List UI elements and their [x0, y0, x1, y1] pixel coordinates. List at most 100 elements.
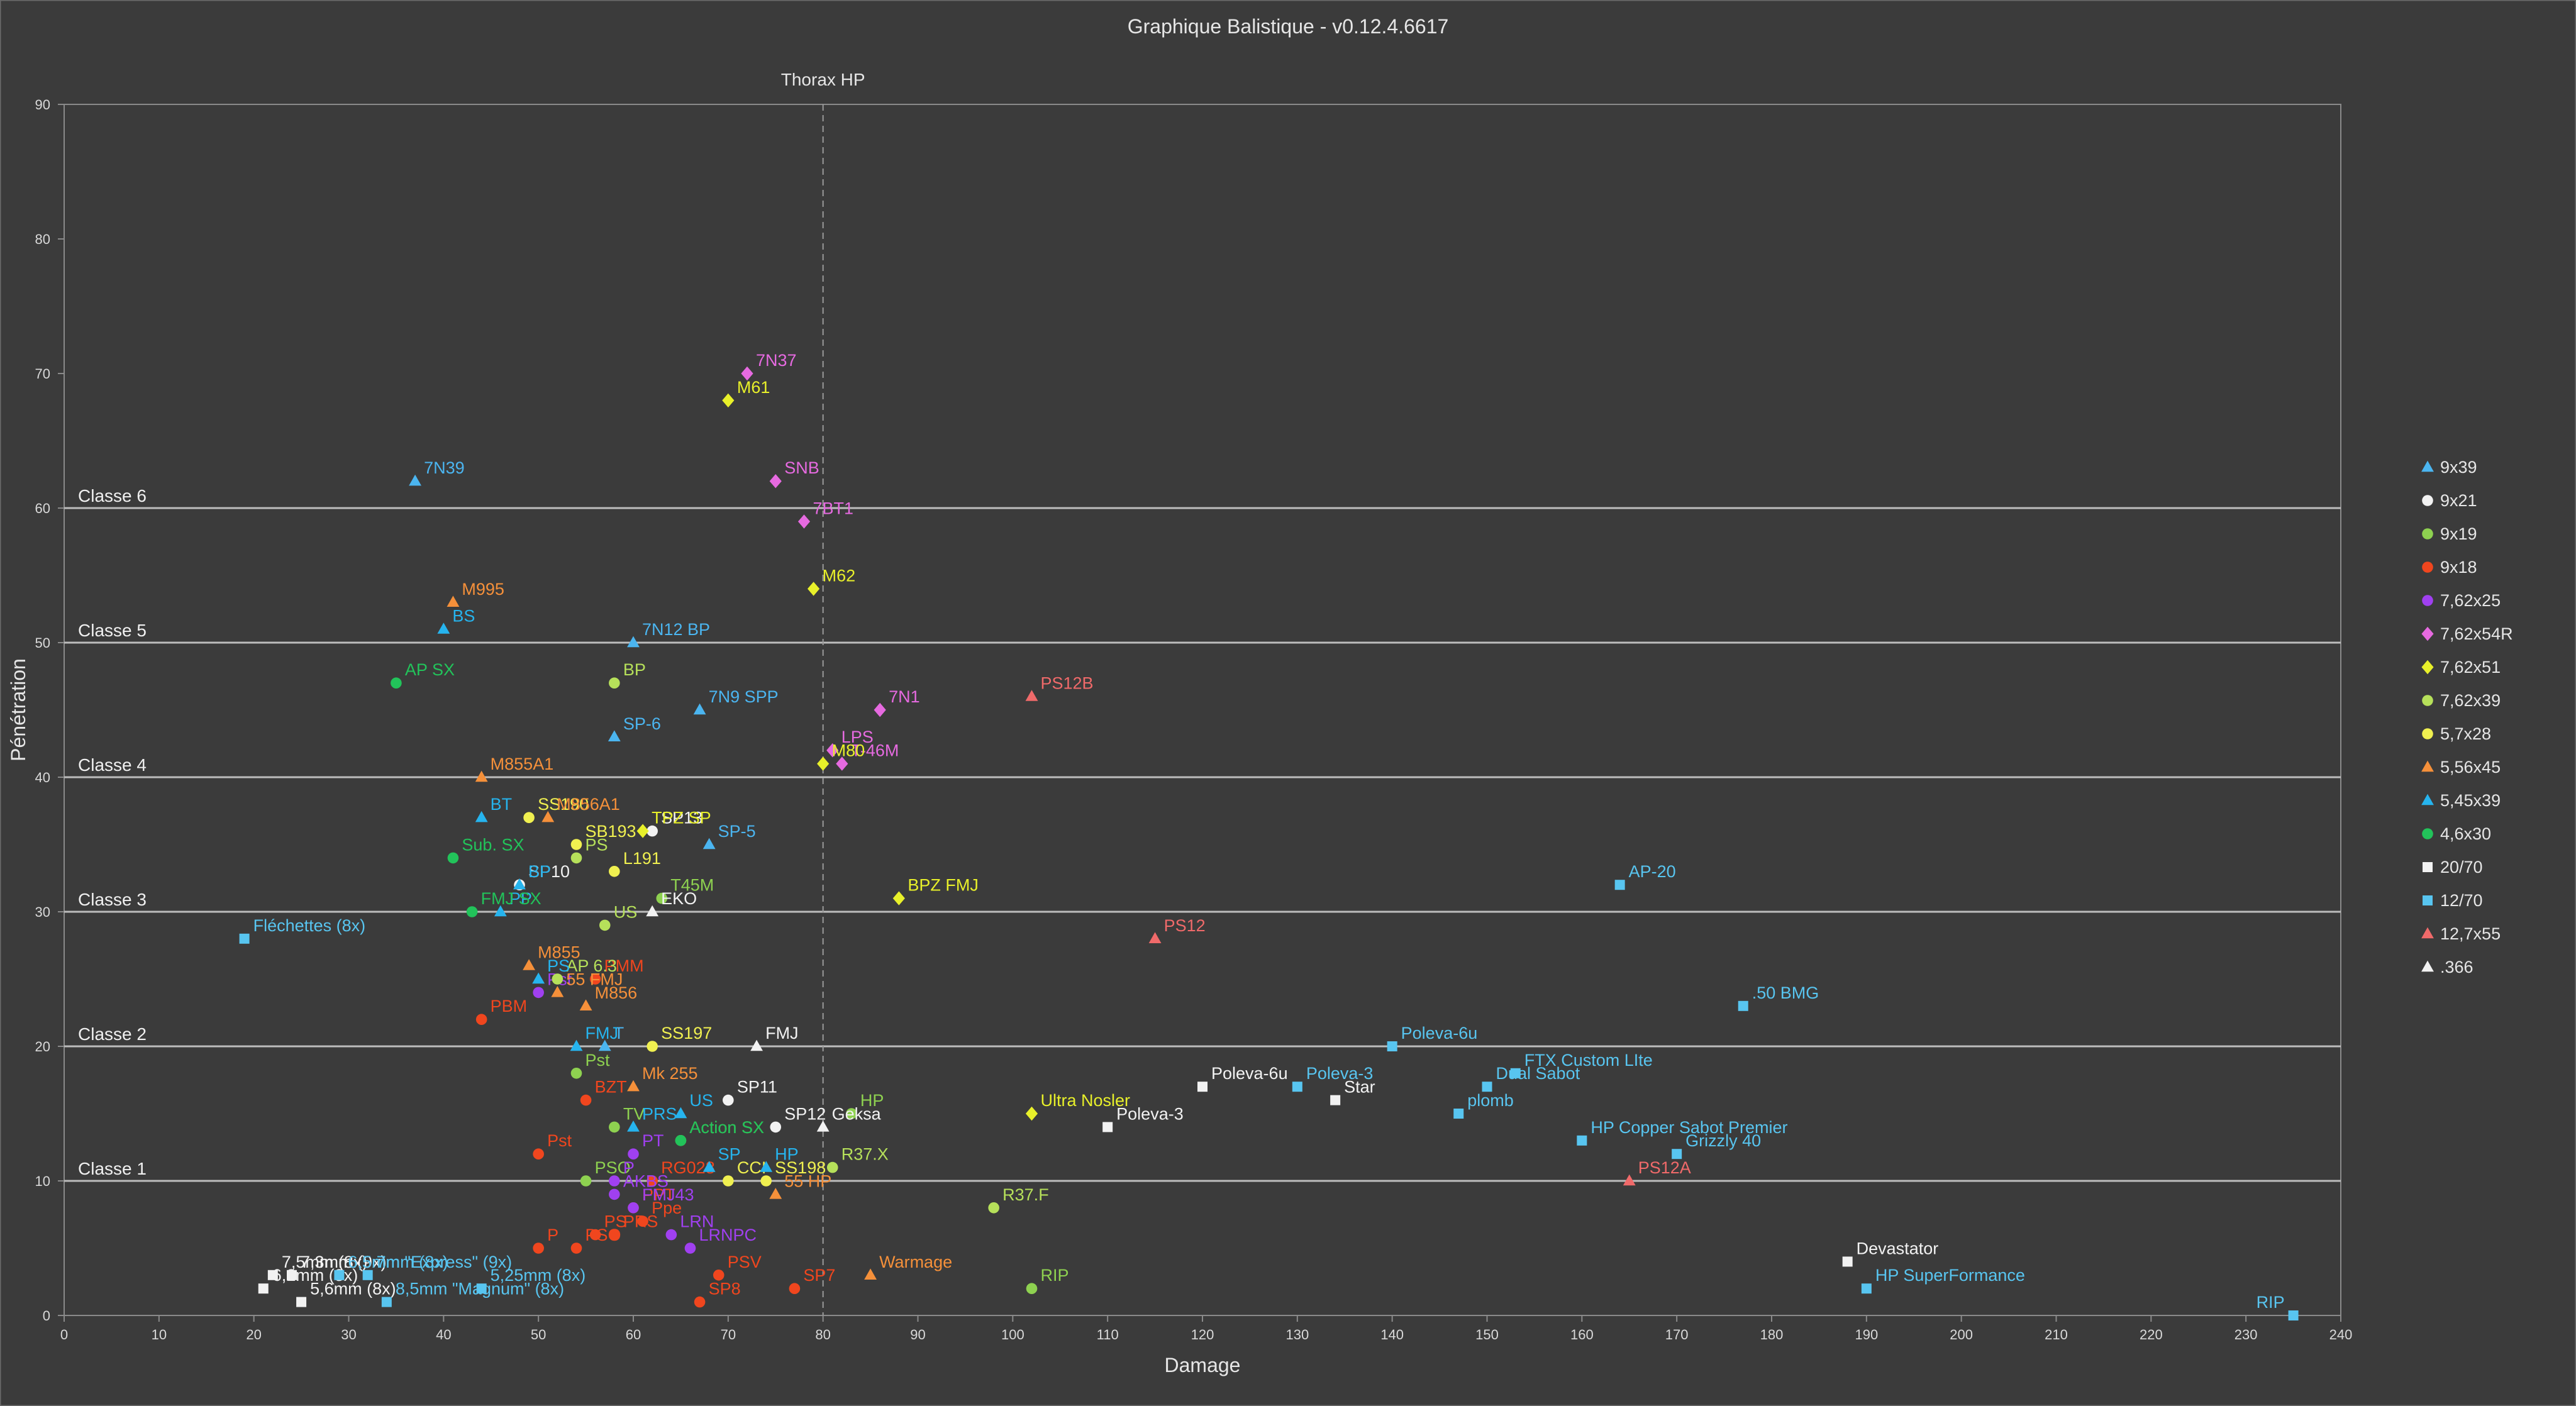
data-label: 5,25mm (8x)	[491, 1266, 586, 1285]
data-point	[628, 1202, 639, 1214]
legend-marker	[2421, 626, 2434, 641]
data-label: PS	[547, 956, 570, 975]
data-point	[570, 852, 582, 864]
data-point	[646, 905, 659, 917]
legend-marker	[2421, 794, 2434, 805]
data-point	[570, 1243, 582, 1254]
x-tick-label: 50	[531, 1327, 546, 1342]
data-label: 55 FMJ	[566, 970, 623, 988]
data-label: FMJ SX	[481, 889, 541, 908]
y-tick-label: 80	[35, 231, 50, 247]
data-label: 7N12 BP	[642, 620, 710, 639]
data-point	[760, 1161, 773, 1172]
data-point	[864, 1268, 877, 1280]
x-axis-ticks: 0 10 20 30 40 50 60 70 80 90 100 110 120 130 140 150 160…	[60, 1315, 2352, 1342]
data-label: EKO	[661, 889, 697, 908]
data-point	[570, 1068, 582, 1079]
data-label: FMJ	[765, 1024, 798, 1043]
data-point	[1292, 1082, 1302, 1092]
data-point	[722, 393, 735, 407]
data-label: LRNPC	[699, 1226, 757, 1244]
data-point	[769, 474, 782, 489]
class-label: Classe 6	[78, 486, 147, 506]
data-label: Poleva-3	[1306, 1064, 1374, 1083]
data-point	[466, 906, 478, 917]
legend-marker	[2421, 660, 2434, 675]
data-label: SP-6	[623, 714, 661, 733]
x-tick-label: 0	[60, 1327, 68, 1342]
data-point	[684, 1243, 696, 1254]
x-tick-label: 70	[721, 1327, 736, 1342]
data-point	[636, 824, 649, 838]
data-label: SP12	[784, 1104, 826, 1123]
legend-label: .366	[2440, 958, 2473, 977]
x-tick-label: 180	[1760, 1327, 1784, 1342]
data-point	[1738, 1000, 1748, 1011]
data-label: Ppe	[652, 1198, 682, 1217]
data-label: M855	[538, 943, 580, 962]
class-label: Classe 3	[78, 890, 147, 909]
data-point	[1026, 1283, 1038, 1294]
data-label: PP	[509, 889, 532, 908]
data-point	[609, 1175, 620, 1187]
data-label: PS	[586, 835, 608, 854]
data-label: plomb	[1467, 1091, 1514, 1110]
data-point	[1577, 1135, 1587, 1146]
y-tick-label: 50	[35, 635, 50, 651]
data-label: 7mm (8x)	[377, 1253, 448, 1271]
data-label: BP	[623, 660, 646, 679]
legend-label: 12,7x55	[2440, 924, 2501, 943]
data-label: FMJ43	[642, 1185, 694, 1204]
data-label: FMJ	[586, 1024, 618, 1043]
x-axis-label: Damage	[1165, 1354, 1241, 1376]
data-point	[1453, 1109, 1464, 1119]
data-label: PS12	[1164, 916, 1206, 935]
class-label: Classe 4	[78, 755, 147, 775]
data-point	[760, 1175, 772, 1187]
data-point	[2288, 1310, 2299, 1320]
data-label: Star	[1344, 1078, 1375, 1097]
data-point	[409, 474, 422, 486]
data-label: HP	[860, 1091, 884, 1110]
x-tick-label: 150	[1475, 1327, 1499, 1342]
data-point	[609, 1229, 620, 1241]
class-label: Classe 5	[78, 621, 147, 640]
y-tick-label: 70	[35, 366, 50, 382]
data-point	[627, 1080, 640, 1092]
data-label: SP11	[737, 1078, 777, 1097]
data-point	[656, 892, 668, 904]
data-label: 7BT1	[813, 499, 854, 518]
data-point	[826, 743, 839, 758]
data-label: LRN	[680, 1212, 714, 1231]
data-label: BZT	[595, 1078, 627, 1097]
data-label: SP10	[528, 862, 570, 881]
data-point	[570, 839, 582, 850]
data-point	[702, 838, 716, 850]
data-label: P	[547, 1226, 558, 1244]
x-tick-label: 170	[1665, 1327, 1689, 1342]
data-point	[552, 973, 564, 985]
x-tick-label: 220	[2140, 1327, 2163, 1342]
x-tick-label: 130	[1285, 1327, 1309, 1342]
data-label: 7N39	[424, 458, 465, 477]
data-label: Action SX	[689, 1118, 764, 1137]
class-lines: Classe 1 Classe 2 Classe 3 Classe 4 Classe 5…	[64, 486, 2341, 1182]
data-point	[609, 1121, 620, 1133]
legend-label: 4,6x30	[2440, 824, 2491, 843]
legend-marker	[2422, 528, 2433, 540]
legend-marker	[2422, 828, 2433, 839]
data-point	[627, 1121, 640, 1132]
data-point	[628, 1148, 639, 1160]
data-point	[647, 1175, 658, 1187]
data-label: T	[614, 1024, 625, 1043]
data-label: M62	[823, 566, 856, 585]
data-point	[817, 756, 830, 771]
data-point	[447, 595, 460, 607]
data-point	[523, 812, 535, 823]
data-point	[580, 1175, 592, 1187]
legend-label: 5,45x39	[2440, 791, 2501, 810]
data-label: M61	[737, 378, 770, 397]
data-point	[589, 1229, 601, 1241]
data-label: Devastator	[1857, 1239, 1939, 1258]
data-label: PT	[642, 1131, 664, 1150]
